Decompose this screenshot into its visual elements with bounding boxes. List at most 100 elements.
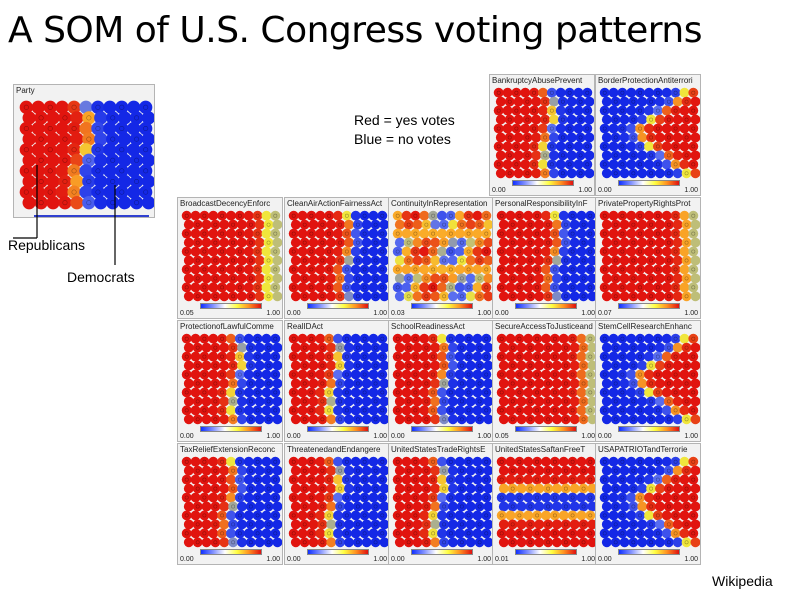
som-cell [507, 483, 518, 494]
som-cell [463, 528, 474, 539]
som-cell [617, 87, 628, 98]
som-cell [454, 369, 465, 380]
som-marker [273, 408, 278, 413]
som-cell [456, 237, 467, 248]
som-marker [320, 276, 325, 281]
som-cell [208, 264, 219, 275]
som-cell [560, 396, 571, 407]
som-cell [585, 282, 596, 293]
som-cell [210, 291, 221, 302]
som-cell [288, 264, 299, 275]
som-marker [525, 171, 530, 176]
som-marker [649, 294, 654, 299]
som-cell [514, 282, 525, 293]
som-marker [231, 345, 236, 350]
som-cell [412, 501, 423, 512]
som-marker [649, 345, 654, 350]
som-marker [395, 213, 400, 218]
party-marker [38, 115, 44, 121]
som-cell [252, 264, 263, 275]
som-cell [324, 492, 335, 503]
som-cell [448, 519, 458, 530]
som-cell [576, 492, 587, 503]
som-cell [661, 405, 672, 416]
party-marker [62, 136, 68, 142]
som-cell [234, 369, 245, 380]
som-cell [428, 510, 439, 521]
som-marker [355, 522, 360, 527]
som-cell [652, 492, 663, 503]
som-cell [549, 228, 560, 239]
som-marker [655, 108, 660, 113]
som-cell [454, 333, 465, 344]
som-marker [673, 213, 678, 218]
scale-max-label: 1.00 [477, 433, 491, 440]
som-cell [403, 501, 414, 512]
scale-min-label: 0.05 [180, 310, 194, 317]
som-marker [507, 135, 512, 140]
som-marker [431, 372, 436, 377]
som-cell [199, 333, 210, 344]
som-cell [344, 273, 354, 284]
som-marker [563, 381, 568, 386]
som-cell [234, 264, 245, 275]
som-cell [635, 141, 646, 152]
som-cell [419, 246, 430, 257]
som-cell [219, 219, 230, 230]
som-cell [552, 483, 562, 494]
som-cell [370, 273, 381, 284]
som-cell [628, 519, 639, 530]
som-marker [638, 495, 643, 500]
som-cell [688, 405, 699, 416]
som-cell [199, 405, 210, 416]
som-marker [202, 495, 207, 500]
som-marker [517, 390, 522, 395]
som-cell [181, 246, 192, 257]
som-cell [368, 246, 379, 257]
som-cell [569, 465, 580, 476]
som-cell [507, 291, 518, 302]
som-cell [201, 396, 212, 407]
som-cell [379, 414, 389, 425]
party-cell [43, 185, 57, 199]
som-cell [567, 228, 578, 239]
som-marker [525, 153, 530, 158]
som-cell [350, 282, 361, 293]
party-cell [46, 153, 60, 167]
som-cell [199, 387, 210, 398]
som-cell [306, 528, 317, 539]
party-cell [79, 185, 93, 199]
som-cell [523, 351, 534, 362]
som-marker [380, 213, 385, 218]
som-cell [333, 405, 343, 416]
som-cell [254, 414, 265, 425]
som-map [496, 210, 597, 302]
som-cell [401, 528, 412, 539]
som-cell [392, 282, 403, 293]
som-cell [507, 396, 518, 407]
som-cell [412, 273, 423, 284]
som-cell [483, 237, 493, 248]
som-cell [344, 519, 354, 530]
som-cell [498, 465, 509, 476]
som-marker [666, 117, 671, 122]
som-cell [297, 282, 308, 293]
som-marker [666, 399, 671, 404]
som-cell [601, 114, 612, 125]
som-marker [362, 408, 367, 413]
som-marker [355, 363, 360, 368]
som-marker [649, 222, 654, 227]
som-cell [663, 291, 674, 302]
som-cell [219, 537, 230, 548]
som-cell [412, 342, 423, 353]
som-cell [560, 483, 571, 494]
som-cell [199, 246, 210, 257]
som-cell [437, 333, 447, 344]
som-cell [663, 273, 674, 284]
som-marker [655, 126, 660, 131]
som-marker [525, 99, 530, 104]
som-cell [226, 387, 236, 398]
som-cell [350, 228, 361, 239]
som-cell [661, 87, 672, 98]
som-cell [569, 219, 580, 230]
